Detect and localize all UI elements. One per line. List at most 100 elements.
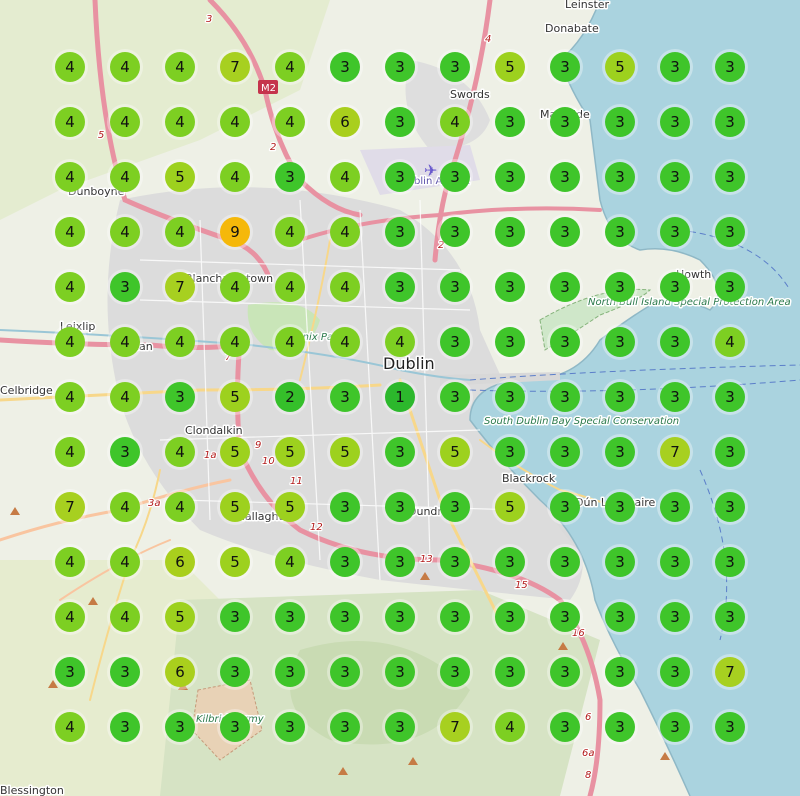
cluster-marker[interactable]: 3 — [330, 52, 360, 82]
cluster-marker[interactable]: 5 — [220, 382, 250, 412]
cluster-marker[interactable]: 3 — [385, 547, 415, 577]
cluster-marker[interactable]: 4 — [55, 52, 85, 82]
cluster-marker[interactable]: 3 — [605, 437, 635, 467]
cluster-marker[interactable]: 3 — [385, 712, 415, 742]
cluster-marker[interactable]: 3 — [495, 107, 525, 137]
cluster-marker[interactable]: 3 — [660, 272, 690, 302]
cluster-marker[interactable]: 3 — [495, 657, 525, 687]
cluster-marker[interactable]: 3 — [55, 657, 85, 687]
cluster-marker[interactable]: 2 — [275, 382, 305, 412]
cluster-marker[interactable]: 3 — [605, 492, 635, 522]
cluster-marker[interactable]: 4 — [275, 272, 305, 302]
cluster-marker[interactable]: 3 — [385, 107, 415, 137]
cluster-marker[interactable]: 3 — [275, 162, 305, 192]
cluster-marker[interactable]: 3 — [275, 602, 305, 632]
cluster-marker[interactable]: 3 — [715, 602, 745, 632]
cluster-marker[interactable]: 3 — [110, 712, 140, 742]
cluster-marker[interactable]: 7 — [55, 492, 85, 522]
cluster-marker[interactable]: 4 — [55, 547, 85, 577]
cluster-marker[interactable]: 3 — [550, 162, 580, 192]
cluster-marker[interactable]: 4 — [330, 327, 360, 357]
cluster-marker[interactable]: 3 — [110, 657, 140, 687]
cluster-marker[interactable]: 3 — [385, 217, 415, 247]
cluster-marker[interactable]: 3 — [440, 657, 470, 687]
cluster-marker[interactable]: 7 — [220, 52, 250, 82]
cluster-marker[interactable]: 4 — [220, 327, 250, 357]
cluster-marker[interactable]: 4 — [110, 382, 140, 412]
cluster-marker[interactable]: 5 — [440, 437, 470, 467]
cluster-marker[interactable]: 1 — [385, 382, 415, 412]
cluster-marker[interactable]: 3 — [330, 547, 360, 577]
cluster-marker[interactable]: 3 — [605, 657, 635, 687]
cluster-marker[interactable]: 3 — [165, 712, 195, 742]
cluster-marker[interactable]: 4 — [110, 107, 140, 137]
cluster-marker[interactable]: 3 — [330, 657, 360, 687]
cluster-marker[interactable]: 7 — [660, 437, 690, 467]
cluster-marker[interactable]: 4 — [165, 492, 195, 522]
cluster-marker[interactable]: 3 — [605, 217, 635, 247]
cluster-marker[interactable]: 4 — [275, 107, 305, 137]
cluster-marker[interactable]: 3 — [110, 272, 140, 302]
cluster-marker[interactable]: 3 — [440, 602, 470, 632]
cluster-marker[interactable]: 3 — [495, 327, 525, 357]
cluster-marker[interactable]: 3 — [660, 712, 690, 742]
cluster-marker[interactable]: 4 — [275, 327, 305, 357]
cluster-marker[interactable]: 3 — [495, 272, 525, 302]
cluster-marker[interactable]: 3 — [660, 52, 690, 82]
cluster-marker[interactable]: 5 — [275, 437, 305, 467]
cluster-marker[interactable]: 3 — [660, 547, 690, 577]
cluster-marker[interactable]: 4 — [220, 107, 250, 137]
cluster-marker[interactable]: 5 — [275, 492, 305, 522]
cluster-marker[interactable]: 3 — [550, 657, 580, 687]
cluster-marker[interactable]: 4 — [55, 107, 85, 137]
cluster-marker[interactable]: 4 — [385, 327, 415, 357]
cluster-marker[interactable]: 3 — [715, 107, 745, 137]
cluster-marker[interactable]: 3 — [715, 162, 745, 192]
cluster-marker[interactable]: 4 — [110, 327, 140, 357]
cluster-marker[interactable]: 4 — [55, 327, 85, 357]
cluster-marker[interactable]: 3 — [605, 712, 635, 742]
cluster-marker[interactable]: 5 — [330, 437, 360, 467]
cluster-marker[interactable]: 3 — [660, 217, 690, 247]
cluster-marker[interactable]: 3 — [495, 437, 525, 467]
cluster-marker[interactable]: 3 — [330, 712, 360, 742]
cluster-marker[interactable]: 4 — [110, 602, 140, 632]
cluster-marker[interactable]: 3 — [660, 602, 690, 632]
cluster-marker[interactable]: 5 — [220, 492, 250, 522]
cluster-marker[interactable]: 3 — [660, 492, 690, 522]
cluster-marker[interactable]: 3 — [715, 547, 745, 577]
cluster-marker[interactable]: 3 — [605, 272, 635, 302]
cluster-marker[interactable]: 3 — [660, 382, 690, 412]
cluster-marker[interactable]: 5 — [220, 547, 250, 577]
cluster-marker[interactable]: 4 — [110, 162, 140, 192]
cluster-marker[interactable]: 3 — [385, 657, 415, 687]
cluster-marker[interactable]: 3 — [220, 602, 250, 632]
cluster-marker[interactable]: 3 — [550, 327, 580, 357]
cluster-marker[interactable]: 3 — [440, 382, 470, 412]
cluster-marker[interactable]: 3 — [660, 162, 690, 192]
cluster-marker[interactable]: 3 — [660, 657, 690, 687]
cluster-marker[interactable]: 5 — [605, 52, 635, 82]
cluster-marker[interactable]: 4 — [330, 217, 360, 247]
cluster-marker[interactable]: 3 — [495, 602, 525, 632]
cluster-marker[interactable]: 3 — [715, 437, 745, 467]
cluster-marker[interactable]: 3 — [385, 602, 415, 632]
cluster-marker[interactable]: 3 — [330, 382, 360, 412]
cluster-marker[interactable]: 3 — [715, 217, 745, 247]
cluster-marker[interactable]: 3 — [385, 437, 415, 467]
cluster-marker[interactable]: 3 — [605, 107, 635, 137]
cluster-marker[interactable]: 3 — [550, 272, 580, 302]
cluster-marker[interactable]: 3 — [550, 712, 580, 742]
cluster-marker[interactable]: 3 — [220, 657, 250, 687]
cluster-marker[interactable]: 3 — [715, 382, 745, 412]
cluster-marker[interactable]: 3 — [495, 547, 525, 577]
cluster-marker[interactable]: 4 — [55, 162, 85, 192]
cluster-marker[interactable]: 3 — [385, 52, 415, 82]
cluster-marker[interactable]: 3 — [440, 327, 470, 357]
cluster-marker[interactable]: 3 — [385, 162, 415, 192]
cluster-marker[interactable]: 4 — [55, 712, 85, 742]
cluster-marker[interactable]: 4 — [275, 547, 305, 577]
cluster-marker[interactable]: 3 — [550, 492, 580, 522]
cluster-marker[interactable]: 6 — [330, 107, 360, 137]
